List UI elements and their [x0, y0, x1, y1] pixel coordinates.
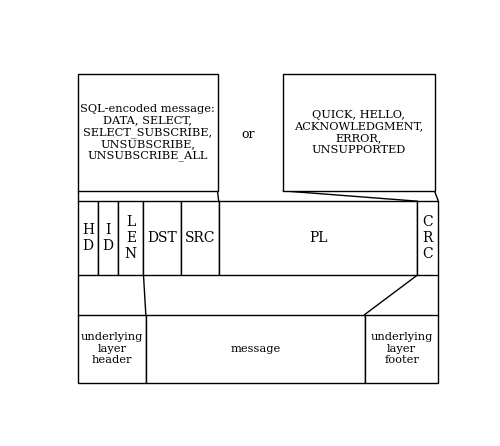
- Bar: [98, 201, 118, 275]
- Text: underlying
layer
header: underlying layer header: [80, 332, 143, 365]
- Bar: [146, 314, 365, 383]
- Text: underlying
layer
footer: underlying layer footer: [370, 332, 433, 365]
- Text: L
E
N: L E N: [125, 215, 137, 261]
- Text: SQL-encoded message:
DATA, SELECT,
SELECT_SUBSCRIBE,
UNSUBSCRIBE,
UNSUBSCRIBE_AL: SQL-encoded message: DATA, SELECT, SELEC…: [80, 103, 215, 161]
- Bar: [144, 201, 181, 275]
- Text: H
D: H D: [82, 223, 94, 253]
- Bar: [418, 201, 438, 275]
- Text: SRC: SRC: [184, 231, 215, 245]
- Bar: [365, 314, 438, 383]
- Bar: [218, 201, 418, 275]
- Text: message: message: [230, 344, 280, 354]
- Bar: [118, 201, 144, 275]
- Text: I
D: I D: [102, 223, 114, 253]
- Text: C
R
C: C R C: [422, 215, 433, 261]
- Text: DST: DST: [148, 231, 177, 245]
- Bar: [78, 314, 146, 383]
- Text: PL: PL: [309, 231, 328, 245]
- Bar: [78, 74, 218, 191]
- Bar: [78, 201, 98, 275]
- Bar: [181, 201, 218, 275]
- Text: or: or: [242, 128, 256, 141]
- Text: QUICK, HELLO,
ACKNOWLEDGMENT,
ERROR,
UNSUPPORTED: QUICK, HELLO, ACKNOWLEDGMENT, ERROR, UNS…: [294, 110, 424, 155]
- Bar: [284, 74, 434, 191]
